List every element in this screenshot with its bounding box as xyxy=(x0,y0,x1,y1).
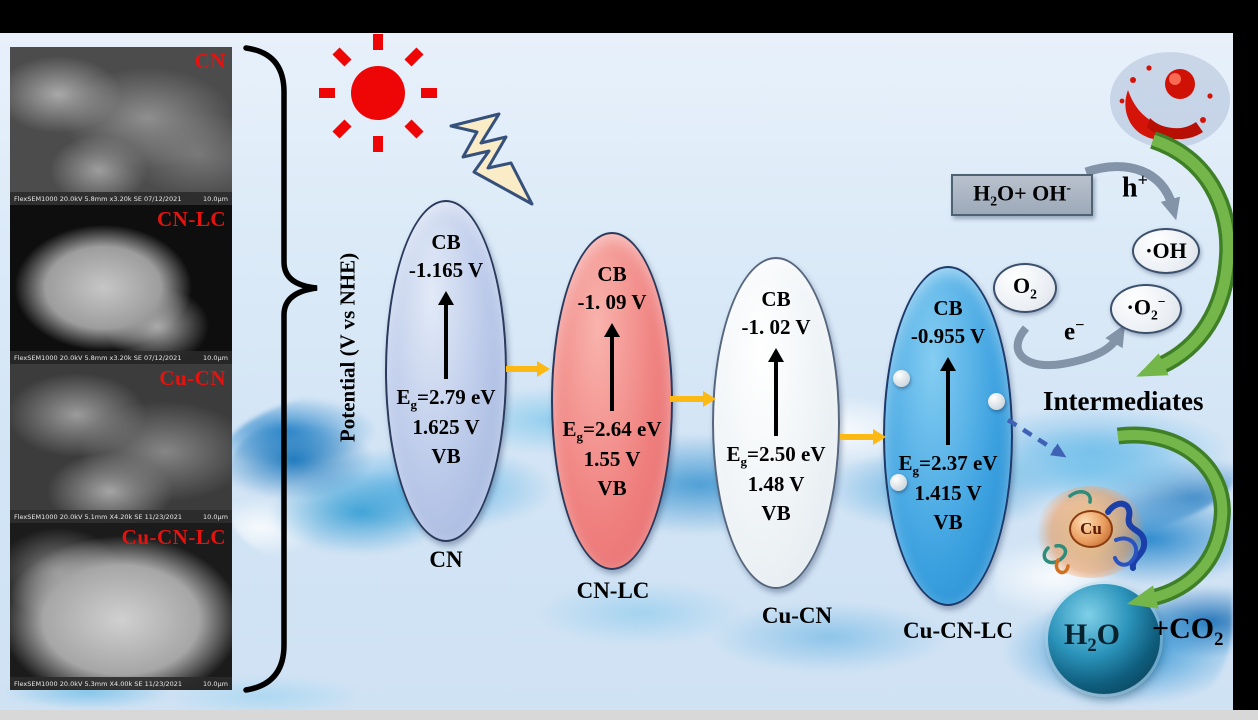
band-ellipse-cucnlc: CB -0.955 V Eg=2.37 eV 1.415 V VB xyxy=(883,266,1013,606)
superoxide-formula: ·O2− xyxy=(1126,294,1166,323)
transfer-arrow-2 xyxy=(670,391,716,407)
cb-label: CB xyxy=(597,262,627,286)
pollutant-splash-icon xyxy=(1110,52,1230,148)
bandgap-up-arrow xyxy=(604,322,620,411)
dashed-arrow-cu xyxy=(1006,418,1067,458)
vb-value: 1.625 V xyxy=(412,415,480,440)
water-product-label: H2O xyxy=(1064,618,1120,656)
cb-value: -1. 02 V xyxy=(741,315,811,340)
cb-label: CB xyxy=(431,230,461,254)
oxygen-ellipse: O2 xyxy=(993,263,1057,313)
sem-meta-text: FlexSEM1000 20.0kV 5.3mm X4.00k SE 11/23… xyxy=(14,679,183,688)
sem-image-cn: CN FlexSEM1000 20.0kV 5.8mm x3.20k SE 07… xyxy=(10,47,232,205)
vb-label: VB xyxy=(933,509,963,534)
cb-value: -0.955 V xyxy=(910,324,986,349)
bandgap-value: Eg=2.64 eV xyxy=(562,416,662,444)
sem-label-cnlc: CN-LC xyxy=(157,207,226,231)
transfer-arrow-3 xyxy=(840,429,886,445)
sun-icon xyxy=(319,34,437,152)
sem-label-cucnlc: Cu-CN-LC xyxy=(121,525,226,549)
sem-image-cucn: Cu-CN FlexSEM1000 20.0kV 5.1mm X4.20k SE… xyxy=(10,364,232,523)
carrier-dot xyxy=(988,393,1005,410)
vb-label: VB xyxy=(761,500,791,525)
bandgap-value: Eg=2.50 eV xyxy=(726,441,826,469)
sem-scale-text: 10.0μm xyxy=(203,512,228,521)
bandgap-value: Eg=2.37 eV xyxy=(898,450,998,478)
sem-meta-bar: FlexSEM1000 20.0kV 5.8mm x3.20k SE 07/12… xyxy=(10,351,232,364)
band-name-cnlc: CN-LC xyxy=(576,578,650,603)
carrier-dot xyxy=(890,474,907,491)
sem-image-cucnlc: Cu-CN-LC FlexSEM1000 20.0kV 5.3mm X4.00k… xyxy=(10,523,232,690)
sem-scale-text: 10.0μm xyxy=(203,194,228,203)
sem-meta-bar: FlexSEM1000 20.0kV 5.8mm x3.20k SE 07/12… xyxy=(10,192,232,205)
intermediates-label: Intermediates xyxy=(1043,386,1204,416)
bandgap-up-arrow xyxy=(940,356,956,445)
electron-label: e− xyxy=(1064,316,1085,346)
oxygen-formula: O2 xyxy=(1013,273,1037,302)
lightning-icon xyxy=(449,112,534,206)
sem-image-stack: CN FlexSEM1000 20.0kV 5.8mm x3.20k SE 07… xyxy=(10,47,232,690)
hole-label: h+ xyxy=(1122,170,1148,204)
bandgap-value: Eg=2.79 eV xyxy=(396,384,496,412)
potential-axis-label: Potential (V vs NHE) xyxy=(335,252,360,443)
band-ellipse-cucn: CB -1. 02 V Eg=2.50 eV 1.48 V VB xyxy=(712,257,840,589)
band-name-cucnlc: Cu-CN-LC xyxy=(903,618,1013,643)
cb-value: -1. 09 V xyxy=(577,290,647,315)
hydroxyl-formula: ·OH xyxy=(1145,238,1187,263)
sem-meta-text: FlexSEM1000 20.0kV 5.1mm X4.20k SE 11/23… xyxy=(14,512,183,521)
superoxide-radical-ellipse: ·O2− xyxy=(1110,284,1182,334)
sem-scale-text: 10.0μm xyxy=(203,353,228,362)
hydroxyl-radical-ellipse: ·OH xyxy=(1132,228,1200,274)
cb-label: CB xyxy=(761,287,791,311)
water-hydroxide-box: H2O+ OH- xyxy=(951,174,1093,216)
sem-meta-text: FlexSEM1000 20.0kV 5.8mm x3.20k SE 07/12… xyxy=(14,194,182,203)
bandgap-up-arrow xyxy=(438,290,454,379)
sem-meta-bar: FlexSEM1000 20.0kV 5.3mm X4.00k SE 11/23… xyxy=(10,677,232,690)
bottom-gray-bar xyxy=(0,710,1258,720)
vb-value: 1.415 V xyxy=(914,481,982,506)
band-ellipse-cn: CB -1.165 V Eg=2.79 eV 1.625 V VB xyxy=(385,200,507,542)
vb-label: VB xyxy=(597,475,627,500)
co2-product-label: +CO2 xyxy=(1152,612,1224,650)
top-black-bar xyxy=(0,0,1258,33)
sem-scale-text: 10.0μm xyxy=(203,679,228,688)
sem-label-cucn: Cu-CN xyxy=(159,366,226,390)
band-ellipse-cnlc: CB -1. 09 V Eg=2.64 eV 1.55 V VB xyxy=(551,232,673,570)
cu-label: Cu xyxy=(1080,519,1102,538)
transfer-arrow-1 xyxy=(506,361,550,377)
cb-label: CB xyxy=(933,296,963,320)
brace xyxy=(243,45,318,693)
vb-label: VB xyxy=(431,443,461,468)
right-black-bar xyxy=(1233,0,1258,710)
sem-meta-text: FlexSEM1000 20.0kV 5.8mm x3.20k SE 07/12… xyxy=(14,353,182,362)
sem-label-cn: CN xyxy=(194,49,226,73)
carrier-dot xyxy=(893,370,910,387)
water-hydroxide-formula: H2O+ OH- xyxy=(973,180,1071,209)
band-name-cn: CN xyxy=(429,547,463,572)
cb-value: -1.165 V xyxy=(408,258,484,283)
vb-value: 1.48 V xyxy=(747,472,805,497)
vb-value: 1.55 V xyxy=(583,447,641,472)
cu-nanoparticle-icon: Cu xyxy=(1069,510,1113,548)
band-name-cucn: Cu-CN xyxy=(761,603,833,628)
bandgap-up-arrow xyxy=(768,347,784,436)
sem-meta-bar: FlexSEM1000 20.0kV 5.1mm X4.20k SE 11/23… xyxy=(10,510,232,523)
sem-image-cnlc: CN-LC FlexSEM1000 20.0kV 5.8mm x3.20k SE… xyxy=(10,205,232,364)
